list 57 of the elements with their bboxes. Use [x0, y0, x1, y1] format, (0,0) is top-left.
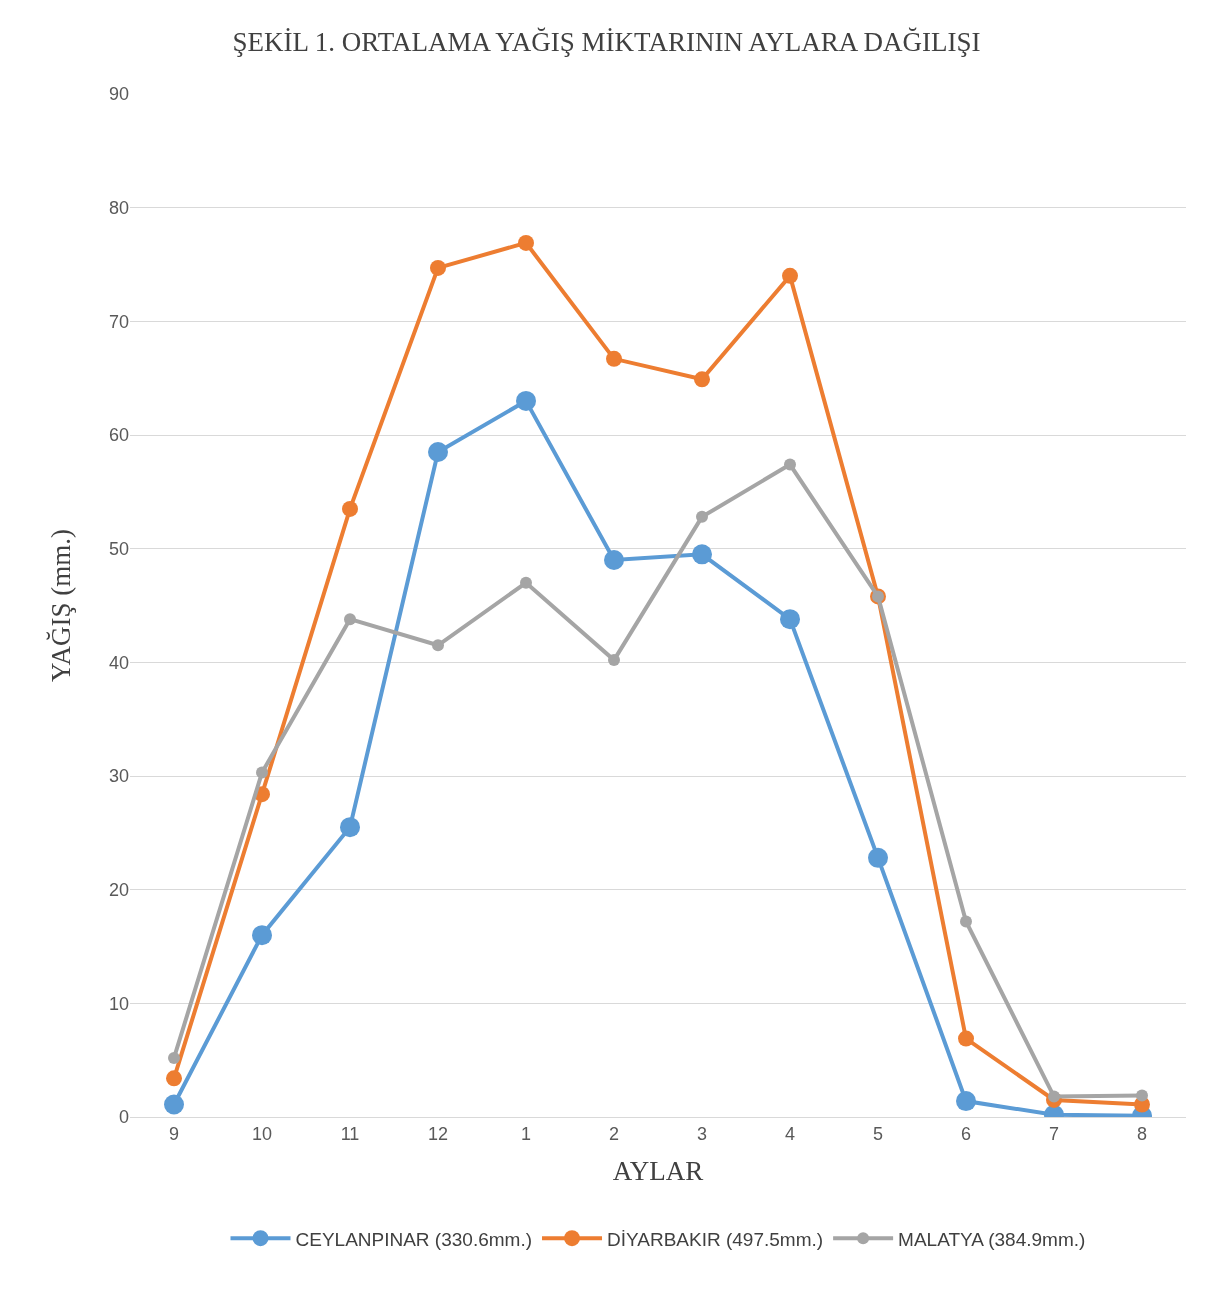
- point: [608, 654, 620, 667]
- point: [164, 1094, 184, 1115]
- point: [780, 609, 800, 630]
- point: [340, 817, 360, 838]
- point: [520, 576, 532, 589]
- y-tick-label: 30: [108, 766, 129, 787]
- x-tick-label: 1: [520, 1123, 532, 1144]
- point: [166, 1070, 182, 1087]
- x-tick-label: 12: [427, 1123, 449, 1144]
- point: [256, 766, 268, 779]
- y-tick-label: 10: [108, 993, 129, 1014]
- point: [784, 458, 796, 471]
- y-tick-label: 80: [108, 197, 129, 218]
- x-tick-label: 3: [696, 1123, 708, 1144]
- x-tick-label: 10: [251, 1123, 273, 1144]
- point: [692, 544, 712, 565]
- point: [344, 613, 356, 626]
- point: [342, 500, 358, 517]
- legend-label: CEYLANPINAR (330.6mm.): [295, 1228, 533, 1250]
- point: [604, 550, 624, 571]
- legend-label: MALATYA (384.9mm.): [898, 1228, 1086, 1250]
- point: [958, 1030, 974, 1047]
- y-tick-label: 70: [108, 311, 129, 332]
- y-tick-label: 20: [108, 879, 129, 900]
- y-axis-title: YAĞIŞ (mm.): [46, 529, 77, 682]
- chart-title: ŞEKİL 1. ORTALAMA YAĞIŞ MİKTARININ AYLARA DAĞILIŞI: [232, 27, 981, 58]
- x-tick-label: 4: [784, 1123, 796, 1144]
- point: [432, 639, 444, 652]
- point: [960, 915, 972, 928]
- x-tick-label: 5: [872, 1123, 884, 1144]
- x-tick-label: 8: [1136, 1123, 1148, 1144]
- y-tick-label: 50: [108, 538, 129, 559]
- point: [518, 234, 534, 251]
- point: [696, 510, 708, 523]
- x-tick-label: 2: [608, 1123, 620, 1144]
- x-axis-title: AYLAR: [612, 1156, 704, 1186]
- point: [516, 390, 536, 411]
- point: [782, 267, 798, 284]
- legend-label: DİYARBAKIR (497.5mm.): [607, 1228, 824, 1250]
- point: [430, 259, 446, 276]
- y-tick-label: 40: [108, 652, 129, 673]
- point: [956, 1091, 976, 1112]
- x-tick-label: 9: [168, 1123, 180, 1144]
- point: [1048, 1090, 1060, 1103]
- y-tick-label: 90: [108, 84, 129, 105]
- point: [168, 1051, 180, 1064]
- point: [1136, 1089, 1148, 1102]
- x-tick-label: 6: [960, 1123, 972, 1144]
- x-tick-label: 11: [340, 1123, 360, 1144]
- point: [868, 847, 888, 868]
- y-tick-label: 0: [118, 1107, 129, 1128]
- point: [428, 442, 448, 463]
- x-tick-label: 7: [1048, 1123, 1060, 1144]
- point: [606, 350, 622, 367]
- point: [694, 371, 710, 388]
- y-tick-label: 60: [108, 425, 129, 446]
- point: [252, 925, 272, 946]
